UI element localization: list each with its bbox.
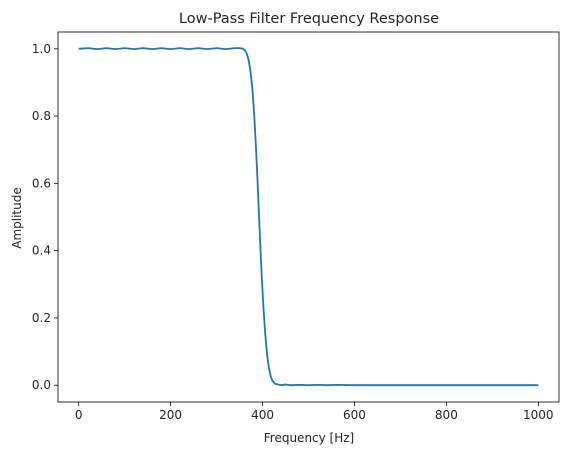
x-tick-label: 1000 <box>523 408 554 422</box>
y-tick-label: 0.2 <box>32 311 51 325</box>
y-tick-label: 0.4 <box>32 244 51 258</box>
x-axis-label: Frequency [Hz] <box>264 431 355 445</box>
x-tick-label: 600 <box>343 408 366 422</box>
y-axis-label: Amplitude <box>10 187 24 249</box>
chart-title: Low-Pass Filter Frequency Response <box>179 11 439 27</box>
y-tick-label: 0.6 <box>32 176 51 190</box>
series-line <box>78 47 539 387</box>
plot-area: 0 200 400 600 800 1000 0.0 0.2 0.4 0.6 0.8 1.0 <box>32 31 560 422</box>
x-tick-label: 400 <box>251 408 274 422</box>
y-tick-label: 1.0 <box>32 42 51 56</box>
y-tick-label: 0.8 <box>32 109 51 123</box>
x-tick-label: 0 <box>75 408 83 422</box>
x-tick-label: 200 <box>159 408 182 422</box>
plot-frame <box>57 31 560 403</box>
x-tick-label: 800 <box>435 408 458 422</box>
y-tick-label: 0.0 <box>32 378 51 392</box>
